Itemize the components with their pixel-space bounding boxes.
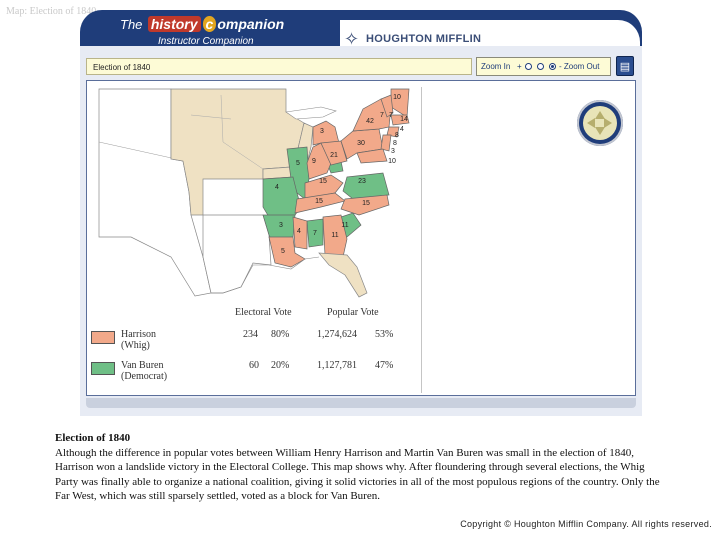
publisher-logo-icon: ✧ <box>344 29 360 49</box>
zoom-in-button[interactable]: Zoom In <box>481 62 511 71</box>
map-caption: Election of 1840 Although the difference… <box>55 431 665 504</box>
electoral-label-ma: 14 <box>400 116 408 123</box>
brand-the: The <box>120 17 143 32</box>
pan-up-icon[interactable] <box>595 111 605 119</box>
texas-region <box>202 214 272 294</box>
map-content: 10 7 7 14 4 8 42 8 3 10 30 21 3 9 5 4 15 23 15 15 11 11 7 4 3 5 E… <box>86 80 636 396</box>
electoral-label-nj: 8 <box>393 140 397 147</box>
electoral-label-ct: 8 <box>395 132 399 139</box>
florida-territory <box>318 252 368 298</box>
candidate-party: (Democrat) <box>121 371 168 382</box>
legend-row-van-buren: Van Buren (Democrat) 60 20% 1,127,781 47% <box>91 360 411 390</box>
zoom-control: Zoom In + - Zoom Out <box>476 57 611 76</box>
brand-companion: ompanion <box>217 16 285 32</box>
legend-name-van-buren: Van Buren (Democrat) <box>121 360 167 382</box>
legend-header-popular: Popular Vote <box>327 307 379 318</box>
caption-body: Although the difference in popular votes… <box>55 446 660 503</box>
popular-pct: 47% <box>375 360 394 371</box>
map-title-bar: Election of 1840 <box>86 58 472 75</box>
electoral-pct: 80% <box>271 329 290 340</box>
gulf-coast <box>211 256 320 294</box>
electoral-label-sc: 11 <box>341 222 348 229</box>
pan-left-icon[interactable] <box>587 118 595 128</box>
legend-swatch-whig <box>91 331 115 344</box>
electoral-label-vt: 7 <box>380 112 384 119</box>
lake-superior <box>285 106 337 120</box>
electoral-label-ms: 4 <box>297 228 301 235</box>
zoom-out-button[interactable]: - Zoom Out <box>559 62 600 71</box>
electoral-label-nc: 15 <box>362 200 370 207</box>
electoral-label-me: 10 <box>393 94 401 101</box>
territory-border <box>98 141 177 160</box>
electoral-label-va: 23 <box>358 178 366 185</box>
state-virginia <box>342 172 390 200</box>
zoom-plus-label: + <box>517 62 522 71</box>
map-panel: 10 7 7 14 4 8 42 8 3 10 30 21 3 9 5 4 15 23 15 15 11 11 7 4 3 5 E… <box>91 87 422 393</box>
electoral-label-mo: 4 <box>275 184 279 191</box>
legend-header-electoral: Electoral Vote <box>235 307 292 318</box>
state-alabama <box>306 218 324 248</box>
state-massachusetts <box>390 114 410 126</box>
state-tennessee <box>294 192 346 214</box>
legend-name-harrison: Harrison (Whig) <box>121 329 156 351</box>
electoral-pct: 20% <box>271 360 290 371</box>
electoral-label-oh: 21 <box>330 152 338 159</box>
brand-logo: The history c ompanion Instructor Companio… <box>120 16 284 47</box>
candidate-name: Van Buren <box>121 360 164 371</box>
electoral-label-ri: 4 <box>400 126 404 133</box>
page-title: Map: Election of 1840 <box>6 6 97 17</box>
copyright-notice: Copyright © Houghton Mifflin Company. Al… <box>460 519 712 529</box>
state-ohio <box>320 140 348 166</box>
candidate-party: (Whig) <box>121 340 150 351</box>
state-north-carolina <box>340 194 390 216</box>
zoom-level-2[interactable] <box>537 63 544 70</box>
state-mississippi <box>292 216 308 250</box>
electoral-label-la: 5 <box>281 248 285 255</box>
print-icon[interactable]: ▤ <box>616 56 634 76</box>
pan-right-icon[interactable] <box>604 118 612 128</box>
electoral-label-de: 3 <box>391 148 395 155</box>
electoral-label-ny: 42 <box>366 118 374 125</box>
state-georgia <box>322 214 348 258</box>
electoral-label-ar: 3 <box>279 222 283 229</box>
electoral-label-tn: 15 <box>315 198 323 205</box>
zoom-level-3[interactable] <box>549 63 556 70</box>
state-connecticut <box>386 126 400 138</box>
state-vermont-nh <box>380 94 394 118</box>
electoral-label-md: 10 <box>388 158 396 165</box>
caption-title: Election of 1840 <box>55 432 131 444</box>
legend-row-harrison: Harrison (Whig) 234 80% 1,274,624 53% <box>91 329 411 359</box>
electoral-label-al: 7 <box>313 230 317 237</box>
brand-subtitle: Instructor Companion <box>158 36 254 47</box>
window-footer-strip <box>86 398 636 408</box>
map-legend: Electoral Vote Popular Vote Harrison (Whi… <box>91 307 421 397</box>
territory-border <box>190 94 264 170</box>
electoral-label-ky: 15 <box>319 178 327 185</box>
popular-votes: 1,127,781 <box>317 360 357 371</box>
brand-history: history <box>147 16 201 32</box>
electoral-label-mi: 3 <box>320 128 324 135</box>
state-maryland-delaware <box>356 148 388 164</box>
pan-down-icon[interactable] <box>595 127 605 135</box>
electoral-votes: 60 <box>249 360 259 371</box>
popular-pct: 53% <box>375 329 394 340</box>
publisher-name: HOUGHTON MIFFLIN <box>366 33 482 45</box>
electoral-label-nh: 7 <box>389 112 393 119</box>
brand-c-icon: c <box>202 16 217 32</box>
pan-pad <box>583 106 617 140</box>
electoral-votes: 234 <box>243 329 258 340</box>
legend-swatch-democrat <box>91 362 115 375</box>
electoral-label-il: 5 <box>296 160 300 167</box>
companion-window: The history c ompanion Instructor Companio… <box>80 10 642 416</box>
zoom-level-1[interactable] <box>525 63 532 70</box>
electoral-label-ga: 11 <box>331 232 338 239</box>
popular-votes: 1,274,624 <box>317 329 357 340</box>
electoral-label-pa: 30 <box>357 140 365 147</box>
candidate-name: Harrison <box>121 329 156 340</box>
state-new-jersey <box>380 134 392 152</box>
electoral-label-in: 9 <box>312 158 316 165</box>
pan-control[interactable] <box>577 100 623 146</box>
